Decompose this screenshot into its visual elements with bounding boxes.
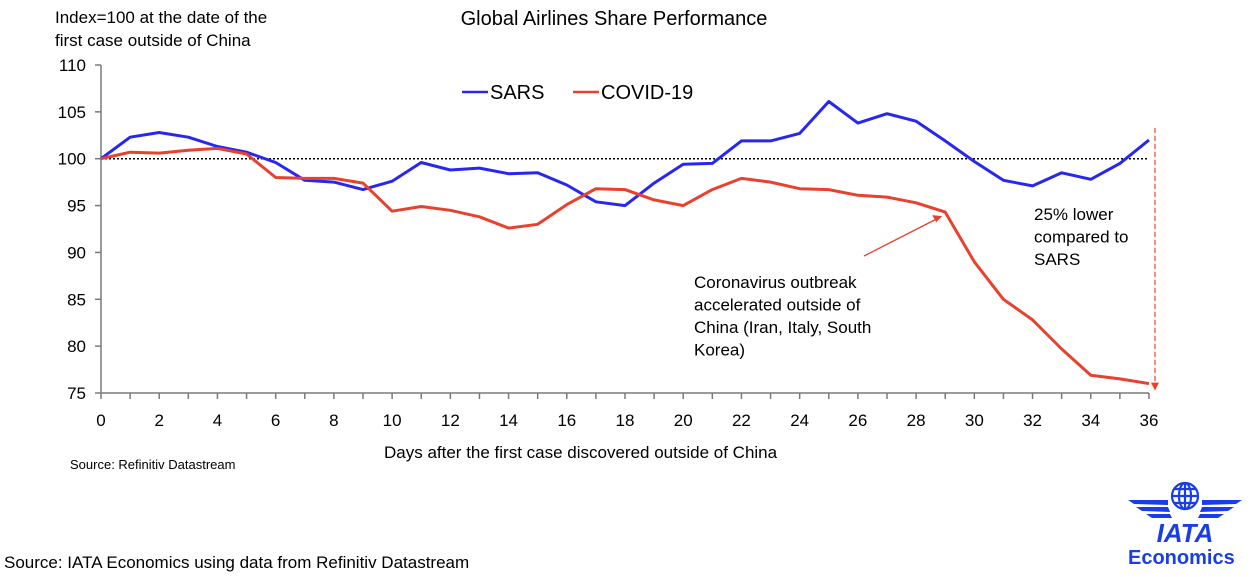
annotation-text-line: Korea)	[694, 341, 745, 360]
annotation-arrowhead	[932, 215, 943, 223]
y-tick-label: 90	[67, 243, 86, 262]
x-tick-label: 18	[616, 411, 635, 430]
y-tick-label: 95	[67, 197, 86, 216]
x-tick-label: 16	[557, 411, 576, 430]
difference-annotation-line: SARS	[1034, 250, 1080, 269]
y-tick-label: 100	[58, 150, 86, 169]
x-tick-label: 32	[1023, 411, 1042, 430]
x-tick-label: 14	[499, 411, 518, 430]
x-tick-label: 12	[441, 411, 460, 430]
x-tick-label: 2	[154, 411, 163, 430]
legend-label-covid-19: COVID-19	[601, 82, 693, 104]
x-tick-label: 28	[907, 411, 926, 430]
x-tick-label: 26	[848, 411, 867, 430]
x-tick-label: 6	[271, 411, 280, 430]
x-axis-title: Days after the first case discovered out…	[384, 443, 778, 462]
chart-source: Source: Refinitiv Datastream	[70, 457, 236, 472]
x-tick-label: 36	[1140, 411, 1159, 430]
x-tick-label: 4	[213, 411, 222, 430]
x-tick-label: 34	[1081, 411, 1100, 430]
annotation-text-line: China (Iran, Italy, South	[694, 318, 871, 337]
x-tick-label: 24	[790, 411, 809, 430]
logo-subtitle: Economics	[1128, 547, 1235, 569]
annotation-arrow	[863, 218, 937, 257]
series-line-covid-19	[100, 146, 1150, 386]
iata-logo-icon: IATA	[1128, 481, 1242, 548]
difference-arrowhead	[1151, 382, 1159, 391]
annotation-text-line: accelerated outside of	[694, 296, 861, 315]
x-tick-label: 0	[96, 411, 105, 430]
y-tick-label: 80	[67, 337, 86, 356]
logo-name: IATA	[1157, 518, 1214, 548]
legend-label-sars: SARS	[490, 82, 544, 104]
difference-annotation-line: compared to	[1034, 228, 1129, 247]
chart-title-text: Global Airlines Share Performance	[460, 8, 768, 30]
x-tick-label: 30	[965, 411, 984, 430]
y-axis-title: Index=100 at the date of the first case …	[55, 8, 268, 50]
x-tick-label: 8	[329, 411, 338, 430]
x-tick-label: 20	[674, 411, 693, 430]
chart-title: Global Airlines Share Performance	[0, 8, 1256, 31]
y-tick-label: 105	[58, 103, 86, 122]
y-tick-label: 85	[67, 290, 86, 309]
y-tick-label: 75	[67, 384, 86, 403]
page-source: Source: IATA Economics using data from R…	[4, 553, 470, 572]
difference-annotation-line: 25% lower	[1034, 205, 1114, 224]
x-tick-label: 22	[732, 411, 751, 430]
x-tick-label: 10	[383, 411, 402, 430]
annotation-text-line: Coronavirus outbreak	[694, 273, 857, 292]
y-tick-label: 110	[59, 56, 86, 75]
